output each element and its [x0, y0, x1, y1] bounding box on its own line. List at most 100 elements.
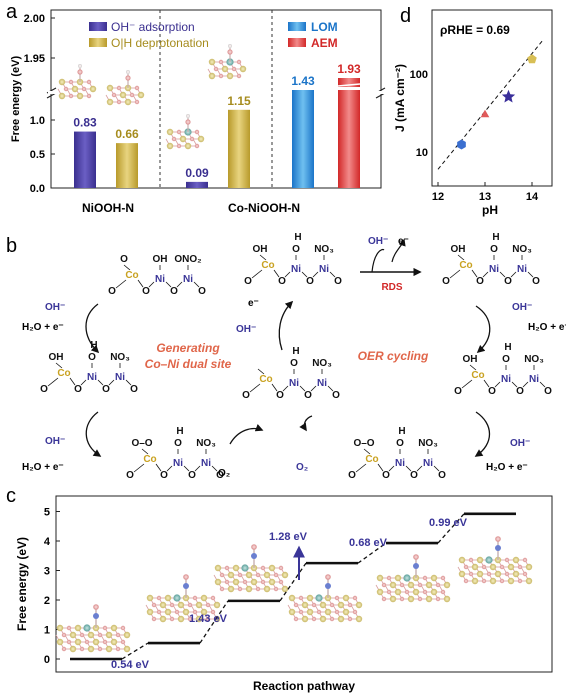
- surface-group: OH: [49, 352, 64, 363]
- b-o2-1: O₂: [218, 468, 230, 479]
- barrier-label-1: 1.43 eV: [189, 613, 228, 625]
- o-atom: O: [216, 470, 224, 481]
- ni-atom: Ni: [289, 378, 299, 389]
- b-oh-1: OH⁻: [45, 302, 65, 313]
- h-atom: H: [90, 340, 97, 351]
- slab-structure-c0: [55, 604, 131, 653]
- co-atom: Co: [259, 374, 272, 385]
- panel-d-xlabel: pH: [482, 203, 498, 217]
- rds-e: e⁻: [398, 236, 409, 247]
- ni-atom: Ni: [501, 374, 511, 385]
- generating-label-2: Co–Ni dual site: [145, 357, 232, 371]
- ytick-100: 100: [410, 69, 428, 81]
- oer-cycling-label: OER cycling: [358, 349, 429, 363]
- o-atom: O: [198, 286, 206, 297]
- bar-niooh-n-1: [116, 143, 138, 188]
- barrier-label-4: 0.99 eV: [429, 517, 468, 529]
- co-atom: Co: [143, 454, 156, 465]
- barrier-label-3: 0.68 eV: [349, 537, 388, 549]
- panel-d-yaxis: 10 100: [410, 69, 428, 159]
- connector-3: [279, 562, 307, 602]
- h-atom: H: [398, 426, 405, 437]
- o-atom: O: [454, 386, 462, 397]
- surface-group: O–O: [131, 438, 152, 449]
- panel-c-structures: [55, 536, 533, 653]
- o-atom: O: [74, 384, 82, 395]
- o-atom: O: [276, 390, 284, 401]
- surface-group: NO₃: [418, 438, 438, 449]
- slab-structure-c2: [213, 544, 289, 593]
- slab-structure-a3: [165, 114, 205, 150]
- bar-co-niooh-n-3: [338, 78, 360, 188]
- slab-structure-a1: [57, 64, 97, 100]
- ytick-0: 0.0: [30, 183, 45, 195]
- surface-group: O: [88, 352, 96, 363]
- ytick-2-00: 2.00: [24, 13, 45, 25]
- ytick-label: 2: [44, 595, 50, 607]
- b-e-mid: e⁻: [248, 298, 259, 309]
- connector-4: [357, 542, 387, 564]
- h-atom: H: [292, 346, 299, 357]
- panel-c-steps: 0.54 eV 1.43 eV 1.28 eV 0.68 eV 0.99 eV: [70, 512, 516, 671]
- ni-atom: Ni: [529, 374, 539, 385]
- data-point-0: [457, 139, 466, 150]
- legend-oh-adsorption: OH⁻ adsorption: [111, 20, 195, 34]
- panel-d: d ρRHE = 0.69 12 13 14 pH 10 100 J (mA c…: [393, 5, 553, 217]
- panel-a-ylabel: Free energy (eV): [10, 56, 22, 143]
- panel-a-yaxis: 0.0 0.5 1.0 1.95 2.00: [24, 13, 386, 195]
- surface-group: OH: [451, 244, 466, 255]
- b-oh-2: OH⁻: [45, 436, 65, 447]
- surface-group: OH: [153, 254, 168, 265]
- o-atom: O: [332, 390, 340, 401]
- surface-group: O: [396, 438, 404, 449]
- ytick-label: 5: [44, 507, 50, 519]
- connector-1: [121, 642, 149, 660]
- ni-atom: Ni: [489, 264, 499, 275]
- panel-d-ylabel: J (mA cm⁻²): [393, 64, 407, 132]
- bar-co-niooh-n-0: [186, 181, 208, 188]
- co-atom: Co: [125, 270, 138, 281]
- rds-label: RDS: [381, 282, 402, 293]
- connector-2: [199, 600, 229, 644]
- ni-atom: Ni: [319, 264, 329, 275]
- surface-group: NO₃: [312, 358, 332, 369]
- slab-structure-c3: [287, 574, 363, 623]
- ni-atom: Ni: [317, 378, 327, 389]
- o-atom: O: [442, 276, 450, 287]
- surface-group: O: [502, 354, 510, 365]
- rho-annotation: ρRHE = 0.69: [440, 23, 510, 37]
- data-point-2: [501, 89, 516, 103]
- slab-structure-a2: [105, 70, 145, 106]
- surface-group: O: [290, 358, 298, 369]
- bar-niooh-n-0: [74, 131, 96, 188]
- bar-co-niooh-n-1: [228, 109, 250, 188]
- slab-structure-c1: [145, 574, 221, 623]
- co-atom: Co: [261, 260, 274, 271]
- o-atom: O: [334, 276, 342, 287]
- h-atom: H: [294, 232, 301, 243]
- panel-c: c Free energy (eV) Reaction pathway 0 1 2 3…: [6, 485, 553, 693]
- co-atom: Co: [57, 368, 70, 379]
- ytick-1-95: 1.95: [24, 53, 45, 65]
- panel-a-bars: 0.83 0.66 0.09 1.15 1.43 1.93: [73, 62, 361, 188]
- ni-atom: Ni: [201, 458, 211, 469]
- o-atom: O: [188, 470, 196, 481]
- ni-atom: Ni: [291, 264, 301, 275]
- h-atom: H: [504, 342, 511, 353]
- b-o2-2: O₂: [296, 462, 308, 473]
- b-h2o-1: H₂O + e⁻: [22, 322, 64, 333]
- o-atom: O: [244, 276, 252, 287]
- bar-value-label: 0.66: [115, 127, 139, 141]
- group-label-co-niooh: Co-NiOOH-N: [228, 201, 300, 215]
- b-oh-mid: OH⁻: [236, 324, 256, 335]
- o-atom: O: [304, 390, 312, 401]
- o-atom: O: [348, 470, 356, 481]
- panel-d-plot: [437, 38, 545, 170]
- surface-group: O: [490, 244, 498, 255]
- xtick-13: 13: [479, 191, 491, 203]
- b-oh-4: OH⁻: [510, 438, 530, 449]
- slab-structure-c4: [375, 554, 451, 603]
- legend-aem: AEM: [311, 36, 338, 50]
